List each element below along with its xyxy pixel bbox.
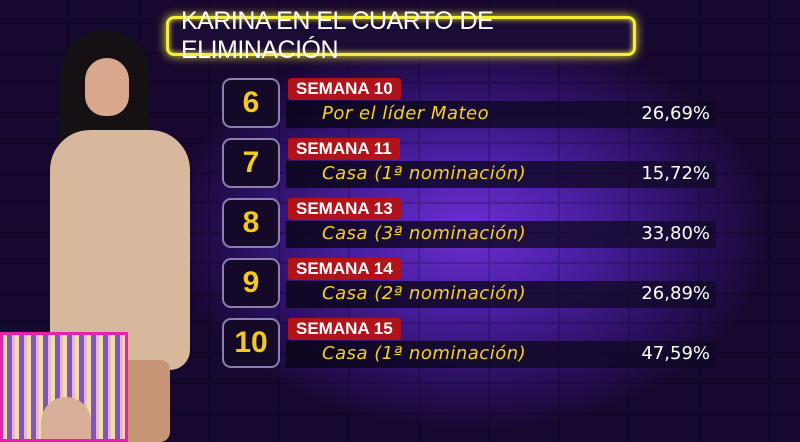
- nomination-description: Casa (1ª nominación): [322, 163, 527, 184]
- nomination-description: Por el líder Mateo: [322, 103, 490, 124]
- nomination-row: 8 SEMANA 13 Casa (3ª nominación) 33,80%: [222, 198, 716, 250]
- nomination-row: 9 SEMANA 14 Casa (2ª nominación) 26,89%: [222, 258, 716, 310]
- week-label: SEMANA 11: [288, 138, 400, 160]
- result-bar: Casa (2ª nominación) 26,89%: [286, 281, 716, 308]
- nomination-description: Casa (3ª nominación): [322, 223, 527, 244]
- nomination-number: 7: [222, 138, 280, 188]
- vote-percent: 26,69%: [641, 103, 710, 124]
- nomination-row: 10 SEMANA 15 Casa (1ª nominación) 47,59%: [222, 318, 716, 370]
- week-label: SEMANA 15: [288, 318, 401, 340]
- nomination-row: 7 SEMANA 11 Casa (1ª nominación) 15,72%: [222, 138, 716, 190]
- vote-percent: 26,89%: [641, 283, 710, 304]
- nomination-number: 10: [222, 318, 280, 368]
- result-bar: Casa (1ª nominación) 47,59%: [286, 341, 716, 368]
- vote-percent: 33,80%: [641, 223, 710, 244]
- nomination-number: 8: [222, 198, 280, 248]
- result-bar: Casa (3ª nominación) 33,80%: [286, 221, 716, 248]
- nomination-description: Casa (2ª nominación): [322, 283, 527, 304]
- nomination-row: 6 SEMANA 10 Por el líder Mateo 26,69%: [222, 78, 716, 130]
- dress: [50, 130, 190, 370]
- nomination-number: 6: [222, 78, 280, 128]
- title-banner: KARINA EN EL CUARTO DE ELIMINACIÓN: [166, 7, 636, 64]
- week-label: SEMANA 10: [288, 78, 401, 100]
- result-bar: Casa (1ª nominación) 15,72%: [286, 161, 716, 188]
- presenter: [41, 397, 91, 439]
- title-text: KARINA EN EL CUARTO DE ELIMINACIÓN: [181, 7, 494, 64]
- face: [85, 58, 129, 116]
- nomination-number: 9: [222, 258, 280, 308]
- studio-video-inset: [0, 332, 128, 442]
- result-bar: Por el líder Mateo 26,69%: [286, 101, 716, 128]
- week-label: SEMANA 14: [288, 258, 401, 280]
- vote-percent: 47,59%: [641, 343, 710, 364]
- contestant-photo: [40, 30, 210, 442]
- vote-percent: 15,72%: [641, 163, 710, 184]
- nomination-description: Casa (1ª nominación): [322, 343, 527, 364]
- week-label: SEMANA 13: [288, 198, 401, 220]
